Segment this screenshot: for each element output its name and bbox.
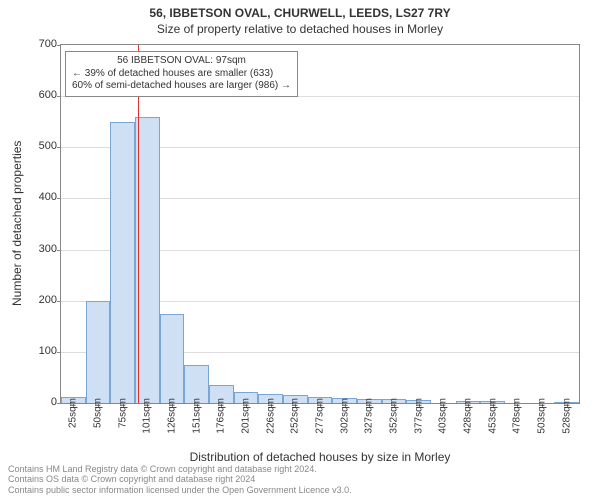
x-tick-label: 377sqm bbox=[413, 398, 424, 434]
x-tick-label: 126sqm bbox=[167, 398, 178, 434]
footer-line3: Contains public sector information licen… bbox=[8, 485, 352, 496]
x-tick-label: 25sqm bbox=[68, 398, 79, 428]
y-tick-label: 400 bbox=[17, 191, 57, 203]
y-tick-mark bbox=[57, 352, 61, 353]
y-tick-label: 500 bbox=[17, 140, 57, 152]
x-tick-label: 453sqm bbox=[487, 398, 498, 434]
histogram-bar bbox=[86, 301, 111, 403]
y-tick-label: 200 bbox=[17, 294, 57, 306]
y-tick-mark bbox=[57, 96, 61, 97]
x-tick-label: 403sqm bbox=[438, 398, 449, 434]
reference-line bbox=[138, 45, 139, 403]
y-tick-label: 600 bbox=[17, 89, 57, 101]
x-tick-label: 302sqm bbox=[339, 398, 350, 434]
histogram-bar bbox=[110, 122, 135, 403]
footer-line1: Contains HM Land Registry data © Crown c… bbox=[8, 464, 352, 475]
annotation-box: 56 IBBETSON OVAL: 97sqm ← 39% of detache… bbox=[65, 51, 298, 97]
y-axis-label: Number of detached properties bbox=[10, 140, 24, 305]
annotation-line1: 56 IBBETSON OVAL: 97sqm bbox=[72, 55, 291, 68]
chart-title-line2: Size of property relative to detached ho… bbox=[0, 22, 600, 36]
x-tick-label: 252sqm bbox=[290, 398, 301, 434]
footer-line2: Contains OS data © Crown copyright and d… bbox=[8, 474, 352, 485]
y-tick-mark bbox=[57, 250, 61, 251]
y-tick-label: 700 bbox=[17, 38, 57, 50]
x-tick-label: 50sqm bbox=[93, 398, 104, 428]
x-tick-label: 201sqm bbox=[241, 398, 252, 434]
x-tick-label: 101sqm bbox=[142, 398, 153, 434]
y-tick-mark bbox=[57, 45, 61, 46]
annotation-line3: 60% of semi-detached houses are larger (… bbox=[72, 80, 291, 93]
x-axis-label: Distribution of detached houses by size … bbox=[60, 450, 580, 464]
x-tick-label: 151sqm bbox=[191, 398, 202, 434]
y-tick-mark bbox=[57, 147, 61, 148]
x-tick-label: 327sqm bbox=[364, 398, 375, 434]
chart-container: 56, IBBETSON OVAL, CHURWELL, LEEDS, LS27… bbox=[0, 0, 600, 500]
x-tick-label: 478sqm bbox=[512, 398, 523, 434]
y-tick-label: 0 bbox=[17, 396, 57, 408]
footer: Contains HM Land Registry data © Crown c… bbox=[8, 464, 352, 496]
plot-area: 25sqm50sqm75sqm101sqm126sqm151sqm176sqm2… bbox=[60, 44, 580, 404]
x-tick-label: 503sqm bbox=[537, 398, 548, 434]
y-tick-mark bbox=[57, 198, 61, 199]
y-tick-mark bbox=[57, 403, 61, 404]
x-tick-label: 226sqm bbox=[265, 398, 276, 434]
chart-title-line1: 56, IBBETSON OVAL, CHURWELL, LEEDS, LS27… bbox=[0, 6, 600, 20]
x-tick-label: 428sqm bbox=[463, 398, 474, 434]
y-tick-mark bbox=[57, 301, 61, 302]
x-tick-label: 176sqm bbox=[216, 398, 227, 434]
histogram-bar bbox=[160, 314, 185, 404]
x-tick-label: 352sqm bbox=[389, 398, 400, 434]
x-tick-label: 277sqm bbox=[315, 398, 326, 434]
x-tick-label: 75sqm bbox=[117, 398, 128, 428]
y-tick-label: 300 bbox=[17, 243, 57, 255]
y-tick-label: 100 bbox=[17, 345, 57, 357]
annotation-line2: ← 39% of detached houses are smaller (63… bbox=[72, 68, 291, 81]
x-tick-label: 528sqm bbox=[561, 398, 572, 434]
